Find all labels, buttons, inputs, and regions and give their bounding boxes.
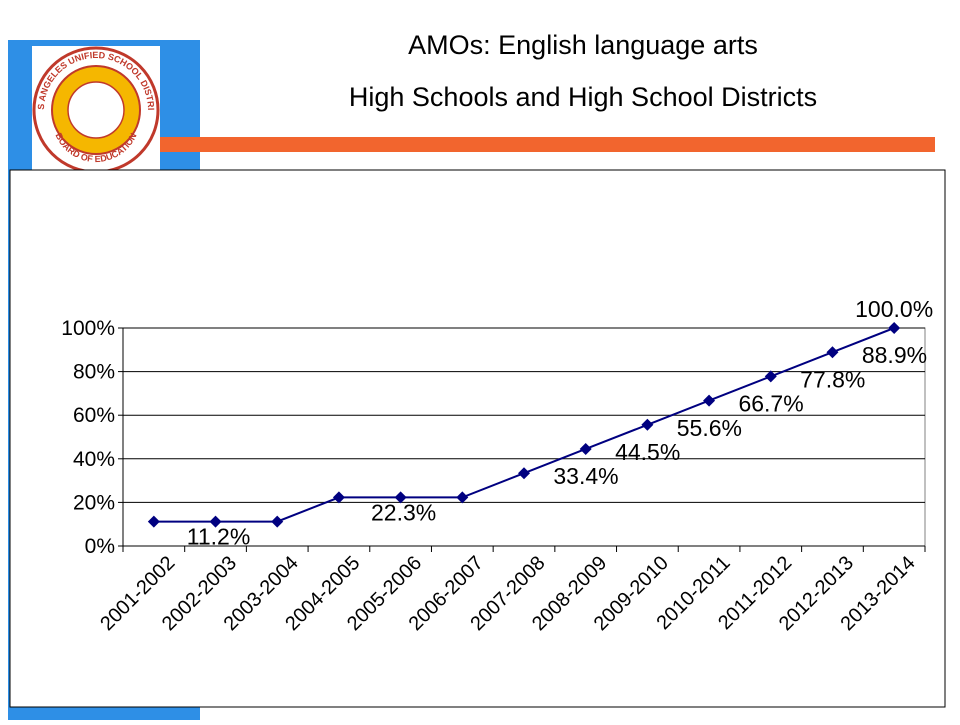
data-point	[764, 370, 777, 383]
logo: LOS ANGELES UNIFIED SCHOOL DISTRICT BOAR…	[0, 0, 160, 176]
accent-bar	[155, 137, 935, 152]
data-point	[641, 418, 654, 431]
data-point	[518, 467, 530, 480]
y-tick-label: 60%	[73, 404, 115, 427]
data-label: 33.4%	[553, 463, 618, 489]
data-label: 77.8%	[800, 366, 865, 392]
data-point	[332, 491, 345, 504]
data-point	[209, 515, 222, 528]
data-point	[394, 491, 407, 504]
data-point	[888, 322, 901, 334]
data-label: 66.7%	[738, 391, 803, 417]
data-point	[579, 442, 592, 455]
data-point	[147, 515, 160, 528]
data-point	[826, 346, 839, 359]
logo-center	[67, 81, 125, 139]
data-label: 44.5%	[615, 439, 680, 465]
title-line: AMOs: English language arts	[408, 30, 758, 60]
y-tick-label: 20%	[73, 491, 115, 514]
y-tick-label: 100%	[61, 317, 115, 340]
title-line: High Schools and High School Districts	[349, 82, 817, 112]
data-label: 100.0%	[855, 296, 933, 322]
data-label: 22.3%	[371, 499, 436, 525]
plot-area	[122, 327, 926, 547]
data-label: 55.6%	[677, 415, 742, 441]
y-tick-label: 0%	[85, 535, 115, 558]
data-point	[456, 491, 469, 504]
data-label: 11.2%	[187, 524, 251, 550]
data-point	[703, 394, 716, 407]
y-tick-label: 40%	[73, 448, 115, 471]
y-tick-label: 80%	[73, 361, 115, 384]
data-point	[271, 515, 284, 528]
data-label: 88.9%	[862, 342, 927, 368]
